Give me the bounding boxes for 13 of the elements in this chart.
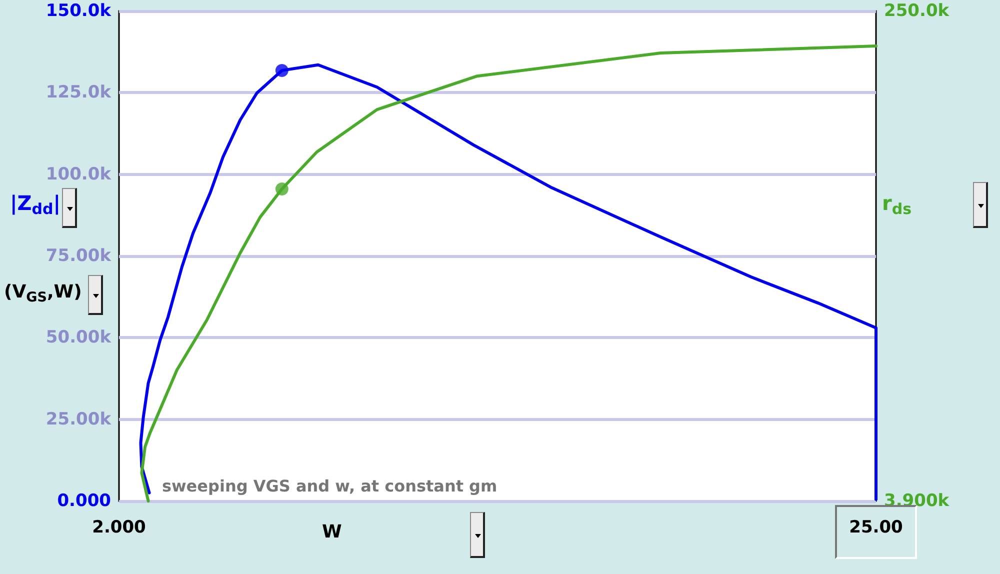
y-tick-label: 25.00k xyxy=(46,409,112,430)
y-tick-label: 75.00k xyxy=(46,246,112,266)
annotation: sweeping VGS and w, at constant gm xyxy=(162,476,498,496)
x-tick-label: 25.00 xyxy=(849,518,904,538)
y2-tick-label: 3.900k xyxy=(884,491,950,511)
y-tick-label: 125.0k xyxy=(46,82,112,103)
y-tick-label: 0.000 xyxy=(57,491,112,511)
y2-tick-label: 250.0k xyxy=(884,1,950,21)
y-tick-label: 50.00k xyxy=(46,328,112,348)
x-tick-label: 2.000 xyxy=(92,518,146,538)
x-axis-title: W xyxy=(322,522,342,542)
y-tick-label: 150.0k xyxy=(46,1,112,21)
y-tick-label: 100.0k xyxy=(46,164,112,184)
